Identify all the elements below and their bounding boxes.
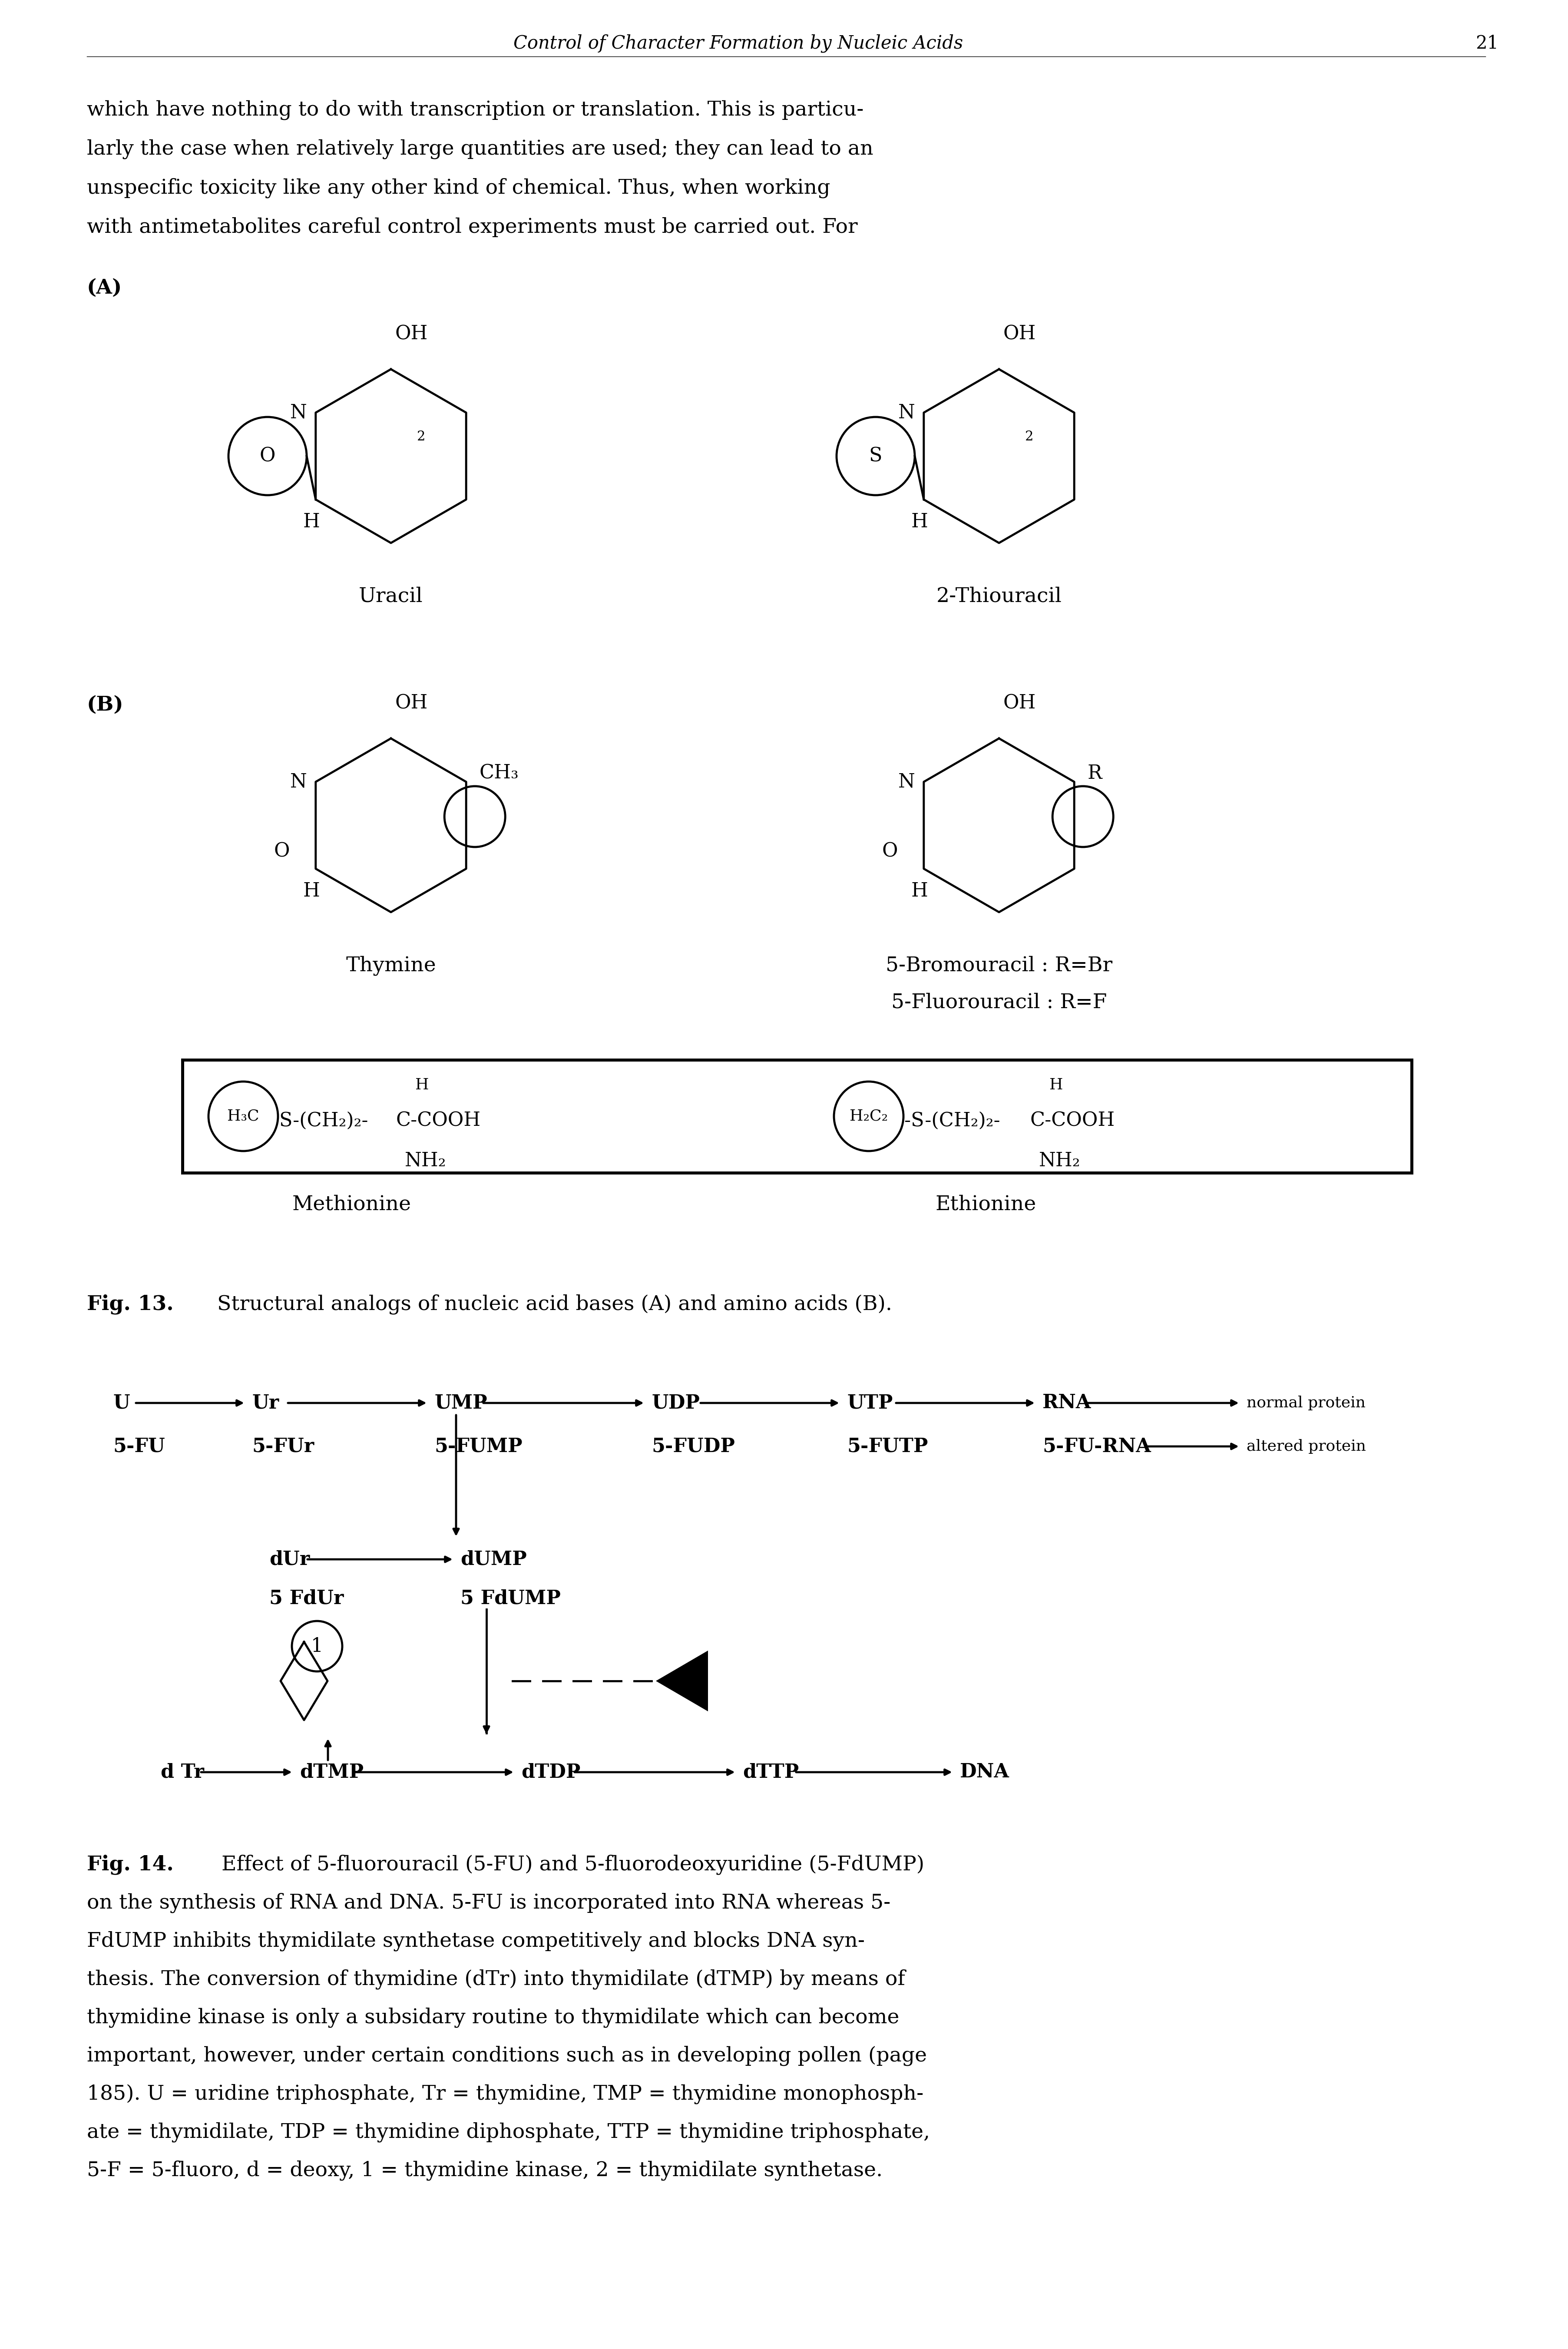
Text: 5-FUTP: 5-FUTP — [847, 1438, 928, 1456]
Text: NH₂: NH₂ — [1040, 1151, 1080, 1170]
Text: Effect of 5-fluorouracil (5-FU) and 5-fluorodeoxyuridine (5-FdUMP): Effect of 5-fluorouracil (5-FU) and 5-fl… — [221, 1856, 925, 1875]
Text: H: H — [303, 512, 320, 531]
Text: 5-FUDP: 5-FUDP — [652, 1438, 735, 1456]
Text: Methionine: Methionine — [292, 1196, 411, 1214]
Text: N: N — [898, 773, 916, 792]
Text: ate = thymidilate, TDP = thymidine diphosphate, TTP = thymidine triphosphate,: ate = thymidilate, TDP = thymidine dipho… — [86, 2121, 930, 2142]
Text: UMP: UMP — [434, 1393, 488, 1412]
Text: important, however, under certain conditions such as in developing pollen (page: important, however, under certain condit… — [86, 2046, 927, 2067]
Text: O: O — [274, 841, 290, 860]
Text: on the synthesis of RNA and DNA. 5-FU is incorporated into RNA whereas 5-: on the synthesis of RNA and DNA. 5-FU is… — [86, 1893, 891, 1912]
Text: thymidine kinase is only a subsidary routine to thymidilate which can become: thymidine kinase is only a subsidary rou… — [86, 2008, 900, 2027]
Text: normal protein: normal protein — [1247, 1395, 1366, 1409]
Text: 5 FdUr: 5 FdUr — [270, 1588, 343, 1607]
Text: OH: OH — [1004, 693, 1036, 712]
Text: N: N — [290, 404, 307, 423]
Text: with antimetabolites careful control experiments must be carried out. For: with antimetabolites careful control exp… — [86, 216, 858, 237]
Text: Ur: Ur — [252, 1393, 279, 1412]
Text: 5-FU: 5-FU — [113, 1438, 165, 1456]
Polygon shape — [655, 1651, 709, 1712]
Text: Thymine: Thymine — [347, 956, 436, 975]
Text: UTP: UTP — [847, 1393, 892, 1412]
Text: C-COOH: C-COOH — [1030, 1111, 1115, 1130]
Text: H₂C₂: H₂C₂ — [850, 1109, 887, 1123]
Text: H₃C: H₃C — [227, 1109, 259, 1123]
Text: DNA: DNA — [960, 1762, 1010, 1781]
Text: N: N — [290, 773, 307, 792]
Text: which have nothing to do with transcription or translation. This is particu-: which have nothing to do with transcript… — [86, 101, 864, 120]
Text: larly the case when relatively large quantities are used; they can lead to an: larly the case when relatively large qua… — [86, 139, 873, 160]
Text: H: H — [911, 881, 928, 900]
Text: 5-FUMP: 5-FUMP — [434, 1438, 522, 1456]
Text: OH: OH — [395, 693, 428, 712]
Text: (B): (B) — [86, 695, 124, 714]
Text: O: O — [881, 841, 898, 860]
Text: 2-Thiouracil: 2-Thiouracil — [936, 587, 1062, 606]
Text: Ethionine: Ethionine — [936, 1196, 1036, 1214]
Text: 1: 1 — [310, 1637, 323, 1656]
Text: dTMP: dTMP — [299, 1762, 364, 1781]
Text: UDP: UDP — [652, 1393, 699, 1412]
Text: H: H — [911, 512, 928, 531]
Text: OH: OH — [395, 324, 428, 343]
Text: Uracil: Uracil — [359, 587, 423, 606]
Text: altered protein: altered protein — [1247, 1440, 1366, 1454]
Text: N: N — [898, 404, 916, 423]
Text: dUr: dUr — [270, 1550, 310, 1569]
Text: 5-FU-RNA: 5-FU-RNA — [1043, 1438, 1151, 1456]
Text: 5-F = 5-fluoro, d = deoxy, 1 = thymidine kinase, 2 = thymidilate synthetase.: 5-F = 5-fluoro, d = deoxy, 1 = thymidine… — [86, 2161, 883, 2180]
Text: 5-FUr: 5-FUr — [252, 1438, 314, 1456]
Text: U: U — [113, 1393, 130, 1412]
Text: H: H — [303, 881, 320, 900]
Text: S: S — [869, 446, 883, 465]
Text: C-COOH: C-COOH — [397, 1111, 481, 1130]
Text: O: O — [260, 446, 276, 465]
Text: dTTP: dTTP — [743, 1762, 798, 1781]
Text: dTDP: dTDP — [521, 1762, 580, 1781]
Text: H: H — [1049, 1078, 1063, 1092]
Text: CH₃: CH₃ — [480, 763, 519, 782]
Text: 2: 2 — [1025, 430, 1033, 444]
Text: Structural analogs of nucleic acid bases (A) and amino acids (B).: Structural analogs of nucleic acid bases… — [218, 1294, 892, 1315]
Text: (A): (A) — [86, 277, 122, 298]
Text: -S-(CH₂)₂-: -S-(CH₂)₂- — [905, 1111, 1000, 1130]
Text: dUMP: dUMP — [461, 1550, 527, 1569]
Text: Fig. 13.: Fig. 13. — [86, 1294, 174, 1315]
Text: 5-Bromouracil : R=Br: 5-Bromouracil : R=Br — [886, 956, 1112, 975]
Text: d Tr: d Tr — [160, 1762, 204, 1781]
Text: 5 FdUMP: 5 FdUMP — [461, 1588, 561, 1607]
Text: R: R — [1087, 763, 1102, 782]
Text: 5-Fluorouracil : R=F: 5-Fluorouracil : R=F — [891, 994, 1107, 1012]
Text: OH: OH — [1004, 324, 1036, 343]
Text: H: H — [416, 1078, 430, 1092]
Text: NH₂: NH₂ — [405, 1151, 447, 1170]
Text: RNA: RNA — [1043, 1393, 1091, 1412]
Text: Control of Character Formation by Nucleic Acids: Control of Character Formation by Nuclei… — [514, 35, 963, 52]
Text: FdUMP inhibits thymidilate synthetase competitively and blocks DNA syn-: FdUMP inhibits thymidilate synthetase co… — [86, 1931, 866, 1952]
Text: 2: 2 — [417, 430, 425, 444]
Text: Fig. 14.: Fig. 14. — [86, 1856, 174, 1875]
Text: thesis. The conversion of thymidine (dTr) into thymidilate (dTMP) by means of: thesis. The conversion of thymidine (dTr… — [86, 1968, 905, 1990]
Text: S-(CH₂)₂-: S-(CH₂)₂- — [279, 1111, 368, 1130]
Text: unspecific toxicity like any other kind of chemical. Thus, when working: unspecific toxicity like any other kind … — [86, 179, 831, 197]
Text: 185). U = uridine triphosphate, Tr = thymidine, TMP = thymidine monophosph-: 185). U = uridine triphosphate, Tr = thy… — [86, 2084, 924, 2105]
Text: 21: 21 — [1475, 35, 1499, 52]
